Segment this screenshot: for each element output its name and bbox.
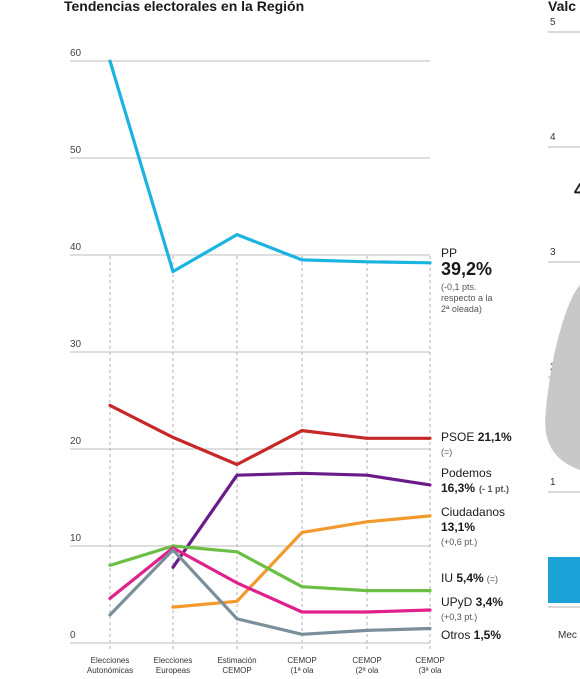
series-value-label: 39,2%: [441, 259, 492, 279]
x-tick-label: CEMOP (3ª ola: [415, 656, 444, 675]
y-axis-ticks: 0 10 20 30 40 50 60: [70, 48, 82, 641]
y-tick-label: 0: [70, 630, 76, 641]
series-name-label: PP: [441, 246, 457, 260]
chart-title: Tendencias electorales en la Región: [64, 0, 304, 14]
portrait-shape: [545, 285, 580, 470]
series-line: [108, 403, 432, 467]
series-lines: [108, 59, 432, 636]
y-tick-label: 20: [70, 436, 82, 447]
y-tick-label: 10: [70, 533, 82, 544]
y-tick-label: 40: [70, 242, 82, 253]
side-big-glyph: 4: [574, 180, 580, 200]
series-note: respecto a la: [441, 293, 493, 303]
series-label: Otros 1,5%: [441, 628, 501, 642]
y-tick-label: 30: [70, 339, 82, 350]
series-note: (-0,1 pts.: [441, 282, 477, 292]
side-tick-label: 4: [550, 132, 556, 143]
x-tick-label: Elecciones Autonómicas: [87, 656, 133, 675]
series-value-label: 16,3% (- 1 pt.): [441, 481, 509, 495]
side-bottom-label: Mec: [558, 630, 577, 641]
x-tick-label: CEMOP (1ª ola: [287, 656, 316, 675]
series-line: [108, 548, 432, 636]
series-note: (+0,6 pt.): [441, 537, 477, 547]
side-tick-label: 1: [550, 477, 556, 488]
grid: [70, 60, 431, 651]
series-line: [108, 546, 432, 614]
x-axis-categories: Elecciones Autonómicas Elecciones Europeas E…: [87, 656, 445, 675]
x-tick-label: Estimación CEMOP: [217, 656, 256, 675]
series-value-label: 13,1%: [441, 520, 475, 534]
series-name-label: Ciudadanos: [441, 505, 505, 519]
series-label: UPyD 3,4%: [441, 595, 503, 609]
series-note: 2ª oleada): [441, 304, 482, 314]
series-label: IU 5,4% (=): [441, 571, 498, 585]
series-line: [108, 544, 432, 593]
side-bar: [548, 557, 580, 603]
series-note: (=): [441, 447, 452, 457]
x-tick-label: CEMOP (2ª ola: [352, 656, 381, 675]
side-panel: Valc5432104Mec: [545, 0, 580, 641]
y-tick-label: 50: [70, 145, 82, 156]
series-line: [171, 514, 432, 609]
series-label: PSOE 21,1%: [441, 430, 512, 444]
series-name-label: Podemos: [441, 466, 492, 480]
side-panel-title: Valc: [548, 0, 576, 14]
x-tick-label: Elecciones Europeas: [154, 656, 193, 675]
side-tick-label: 5: [550, 17, 556, 28]
side-tick-label: 3: [550, 247, 556, 258]
series-note: (+0,3 pt.): [441, 612, 477, 622]
series-line: [108, 59, 432, 274]
series-line: [171, 471, 432, 569]
y-tick-label: 60: [70, 48, 82, 59]
